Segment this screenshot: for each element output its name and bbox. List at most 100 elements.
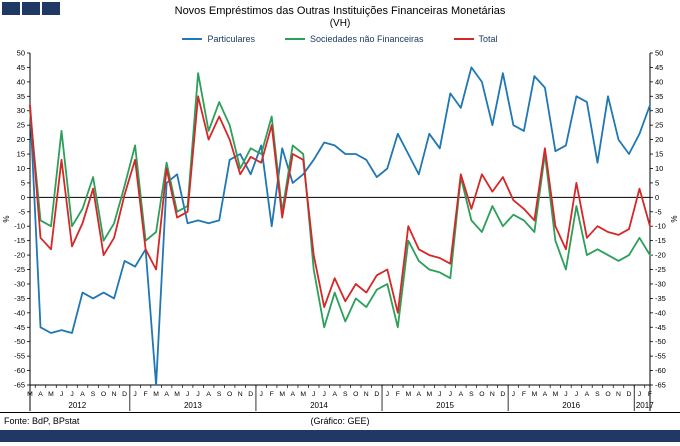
y-tick-label: -5 [18, 207, 25, 216]
y-axis-title-right: % [669, 215, 678, 222]
x-month-label: J [564, 391, 567, 398]
y-tick-label: -65 [14, 381, 25, 390]
logo-square [42, 2, 60, 15]
x-month-label: M [405, 391, 411, 398]
y-tick-label: -55 [655, 352, 666, 361]
y-tick-label: -35 [14, 294, 25, 303]
x-month-label: J [60, 391, 63, 398]
x-month-label: O [479, 391, 484, 398]
x-month-label: A [290, 391, 295, 398]
x-month-label: S [343, 391, 348, 398]
x-month-label: J [575, 391, 578, 398]
x-month-label: M [426, 391, 432, 398]
y-tick-label: -40 [14, 308, 25, 317]
y-tick-label: 20 [17, 135, 25, 144]
x-month-label: D [122, 391, 127, 398]
x-year-label: 2014 [310, 401, 328, 410]
y-tick-label: 5 [655, 178, 659, 187]
x-year-label: 2016 [562, 401, 580, 410]
legend: Particulares Sociedades não Financeiras … [0, 33, 680, 45]
x-month-label: J [449, 391, 452, 398]
x-year-label: 2013 [184, 401, 202, 410]
x-month-label: A [164, 391, 169, 398]
series-line-total [29, 95, 651, 314]
x-month-label: N [112, 391, 117, 398]
y-tick-label: 45 [655, 63, 663, 72]
chart-title: Novos Empréstimos das Outras Instituiçõe… [174, 5, 506, 17]
credit-text: (Gráfico: GEE) [310, 416, 370, 426]
logo-squares [2, 2, 60, 15]
x-month-label: F [648, 391, 652, 398]
y-tick-label: -25 [14, 265, 25, 274]
x-month-label: A [332, 391, 337, 398]
y-tick-label: 10 [17, 164, 25, 173]
x-month-label: M [48, 391, 54, 398]
y-tick-label: -20 [14, 251, 25, 260]
x-month-label: J [312, 391, 315, 398]
x-month-label: F [522, 391, 526, 398]
y-tick-label: 10 [655, 164, 663, 173]
y-tick-label: -35 [655, 294, 666, 303]
y-axis-title-left: % [2, 215, 11, 222]
y-tick-label: 25 [655, 121, 663, 130]
y-tick-label: 30 [655, 106, 663, 115]
y-tick-label: 35 [17, 92, 25, 101]
bottom-bar [0, 430, 680, 442]
legend-line-swatch [182, 37, 203, 41]
legend-line-swatch [453, 37, 474, 41]
x-month-label: M [532, 391, 538, 398]
x-month-label: J [133, 391, 136, 398]
x-month-label: F [270, 391, 274, 398]
x-month-label: D [248, 391, 253, 398]
x-month-label: A [417, 391, 422, 398]
series-line-sociedades-não-financeiras [29, 72, 651, 329]
y-tick-label: 0 [21, 193, 25, 202]
y-tick-label: 20 [655, 135, 663, 144]
series-line-particulares [29, 66, 651, 386]
x-month-label: D [374, 391, 379, 398]
x-month-label: O [605, 391, 610, 398]
x-month-label: J [259, 391, 262, 398]
y-tick-label: -45 [655, 323, 666, 332]
y-tick-label: -15 [14, 236, 25, 245]
x-month-label: J [70, 391, 73, 398]
x-month-label: N [238, 391, 243, 398]
logo-square [2, 2, 20, 15]
legend-item-total: Total [453, 34, 498, 44]
y-tick-label: 40 [655, 77, 663, 86]
y-tick-label: 15 [655, 150, 663, 159]
x-month-label: A [543, 391, 548, 398]
x-month-label: O [353, 391, 358, 398]
y-tick-label: -30 [655, 279, 666, 288]
y-tick-label: -15 [655, 236, 666, 245]
y-tick-label: 45 [17, 63, 25, 72]
x-month-label: D [627, 391, 632, 398]
x-month-label: M [27, 391, 33, 398]
y-tick-label: -55 [14, 352, 25, 361]
x-month-label: M [174, 391, 180, 398]
y-tick-label: -30 [14, 279, 25, 288]
x-month-label: A [38, 391, 43, 398]
x-month-label: M [553, 391, 559, 398]
x-month-label: A [459, 391, 464, 398]
y-tick-label: -60 [14, 366, 25, 375]
y-tick-label: -45 [14, 323, 25, 332]
y-tick-label: 30 [17, 106, 25, 115]
x-month-label: A [585, 391, 590, 398]
y-tick-label: 25 [17, 121, 25, 130]
x-month-label: J [323, 391, 326, 398]
x-month-label: A [80, 391, 85, 398]
x-month-label: M [153, 391, 159, 398]
y-tick-label: -65 [655, 381, 666, 390]
x-month-label: F [396, 391, 400, 398]
y-tick-label: 0 [655, 193, 659, 202]
x-month-label: N [490, 391, 495, 398]
x-month-label: N [364, 391, 369, 398]
logo-square [22, 2, 40, 15]
legend-item-particulares: Particulares [182, 34, 255, 44]
legend-item-sociedades-nao-financeiras: Sociedades não Financeiras [284, 34, 424, 44]
y-tick-label: -10 [655, 222, 666, 231]
x-month-label: S [217, 391, 222, 398]
x-month-label: J [196, 391, 199, 398]
x-month-label: D [500, 391, 505, 398]
